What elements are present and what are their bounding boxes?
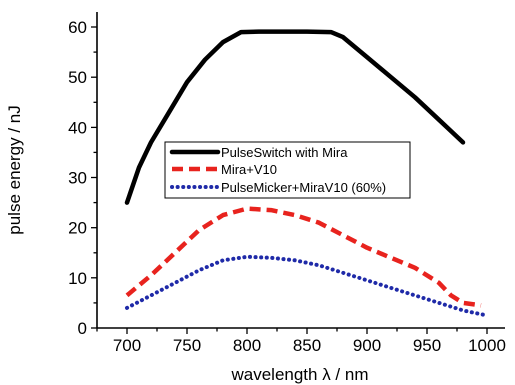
x-tick-label-950: 950 xyxy=(413,336,441,355)
axes-layer xyxy=(96,12,505,329)
x-tick-label-800: 800 xyxy=(233,336,261,355)
x-tick-label-1000: 1000 xyxy=(468,336,506,355)
x-tick-label-900: 900 xyxy=(353,336,381,355)
y-tick-label-50: 50 xyxy=(68,68,87,87)
series-layer xyxy=(124,29,489,318)
x-tick-label-850: 850 xyxy=(293,336,321,355)
x-tick-label-700: 700 xyxy=(113,336,141,355)
y-tick-label-20: 20 xyxy=(68,219,87,238)
y-axis-label: pulse energy / nJ xyxy=(5,105,24,234)
y-tick-label-0: 0 xyxy=(78,319,87,338)
x-tick-label-750: 750 xyxy=(173,336,201,355)
y-tick-label-40: 40 xyxy=(68,118,87,137)
series-line-0 xyxy=(124,29,466,205)
legend-label-pulseswitch: PulseSwitch with Mira xyxy=(221,145,348,160)
legend-label-pulsepicker: PulseMicker+MiraV10 (60%) xyxy=(221,180,386,195)
ticks-layer: 700 750 800 850 900 950 1000 0 10 20 30 40 50 60 xyxy=(68,18,506,355)
y-tick-label-60: 60 xyxy=(68,18,87,37)
series-line-2 xyxy=(125,254,489,318)
x-axis-label: wavelength λ / nm xyxy=(230,365,368,384)
y-tick-label-10: 10 xyxy=(68,269,87,288)
legend-label-mira-v10: Mira+V10 xyxy=(221,162,277,177)
legend: PulseSwitch with Mira Mira+V10 PulseMick… xyxy=(164,141,411,199)
y-tick-label-30: 30 xyxy=(68,169,87,188)
series-line-1 xyxy=(125,206,482,308)
